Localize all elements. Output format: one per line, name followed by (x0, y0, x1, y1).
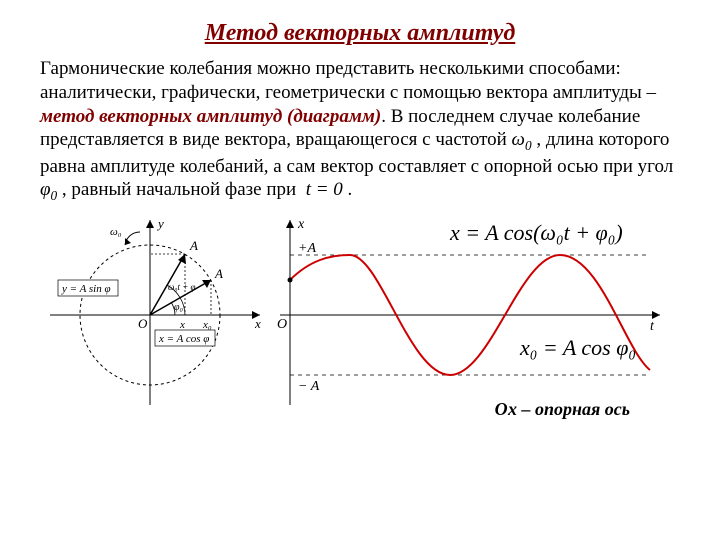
label-phi0: φ₀ (174, 302, 184, 313)
formula-initial: x₀ = A cos φ₀ (519, 335, 636, 360)
label-y: y (156, 216, 164, 231)
label-plusA: +A (298, 241, 316, 256)
label-omega0-arc: ω₀ (110, 226, 122, 238)
t0-symbol: t = 0 (306, 179, 343, 200)
label-x: x (254, 316, 261, 331)
formula-main: x = A cos(ω₀t + φ₀) (449, 220, 623, 245)
omega0-symbol: ω0 (512, 129, 532, 150)
text-p4: , равный начальной фазе при (57, 179, 301, 200)
svg-text:A: A (214, 266, 223, 281)
svg-text:x: x (179, 319, 185, 331)
figure-area: y x O A A x₀ x ω₀ ω₀t + φ φ₀ y = A sin φ… (40, 210, 680, 425)
text-p5: . (343, 179, 353, 200)
label-minusA: − A (298, 379, 320, 394)
label-ysin: y = A sin φ (61, 283, 111, 295)
body-paragraph: Гармонические колебания можно представит… (40, 57, 680, 205)
label-xcos: x = A cos φ (158, 333, 209, 345)
label-t: t (650, 319, 655, 334)
svg-text:x: x (297, 217, 305, 232)
reference-axis-label: Ох – опорная ось (495, 399, 630, 420)
label-omega0t-phi: ω₀t + φ (168, 282, 196, 292)
vector-circle-diagram: y x O A A x₀ x ω₀ ω₀t + φ φ₀ y = A sin φ… (40, 210, 270, 425)
text-p1: Гармонические колебания можно представит… (40, 58, 656, 103)
highlight-method: метод векторных амплитуд (диаграмм) (40, 106, 381, 127)
label-A-vec: A (189, 238, 198, 253)
sine-wave-diagram: x t O +A − A x = A cos(ω₀t + φ₀) x₀ = A … (270, 210, 680, 425)
label-O: O (138, 316, 148, 331)
page-title: Метод векторных амплитуд (40, 20, 680, 47)
label-O2: O (277, 317, 287, 332)
phi0-symbol: φ0 (40, 179, 57, 200)
label-x0: x₀ (202, 319, 212, 331)
